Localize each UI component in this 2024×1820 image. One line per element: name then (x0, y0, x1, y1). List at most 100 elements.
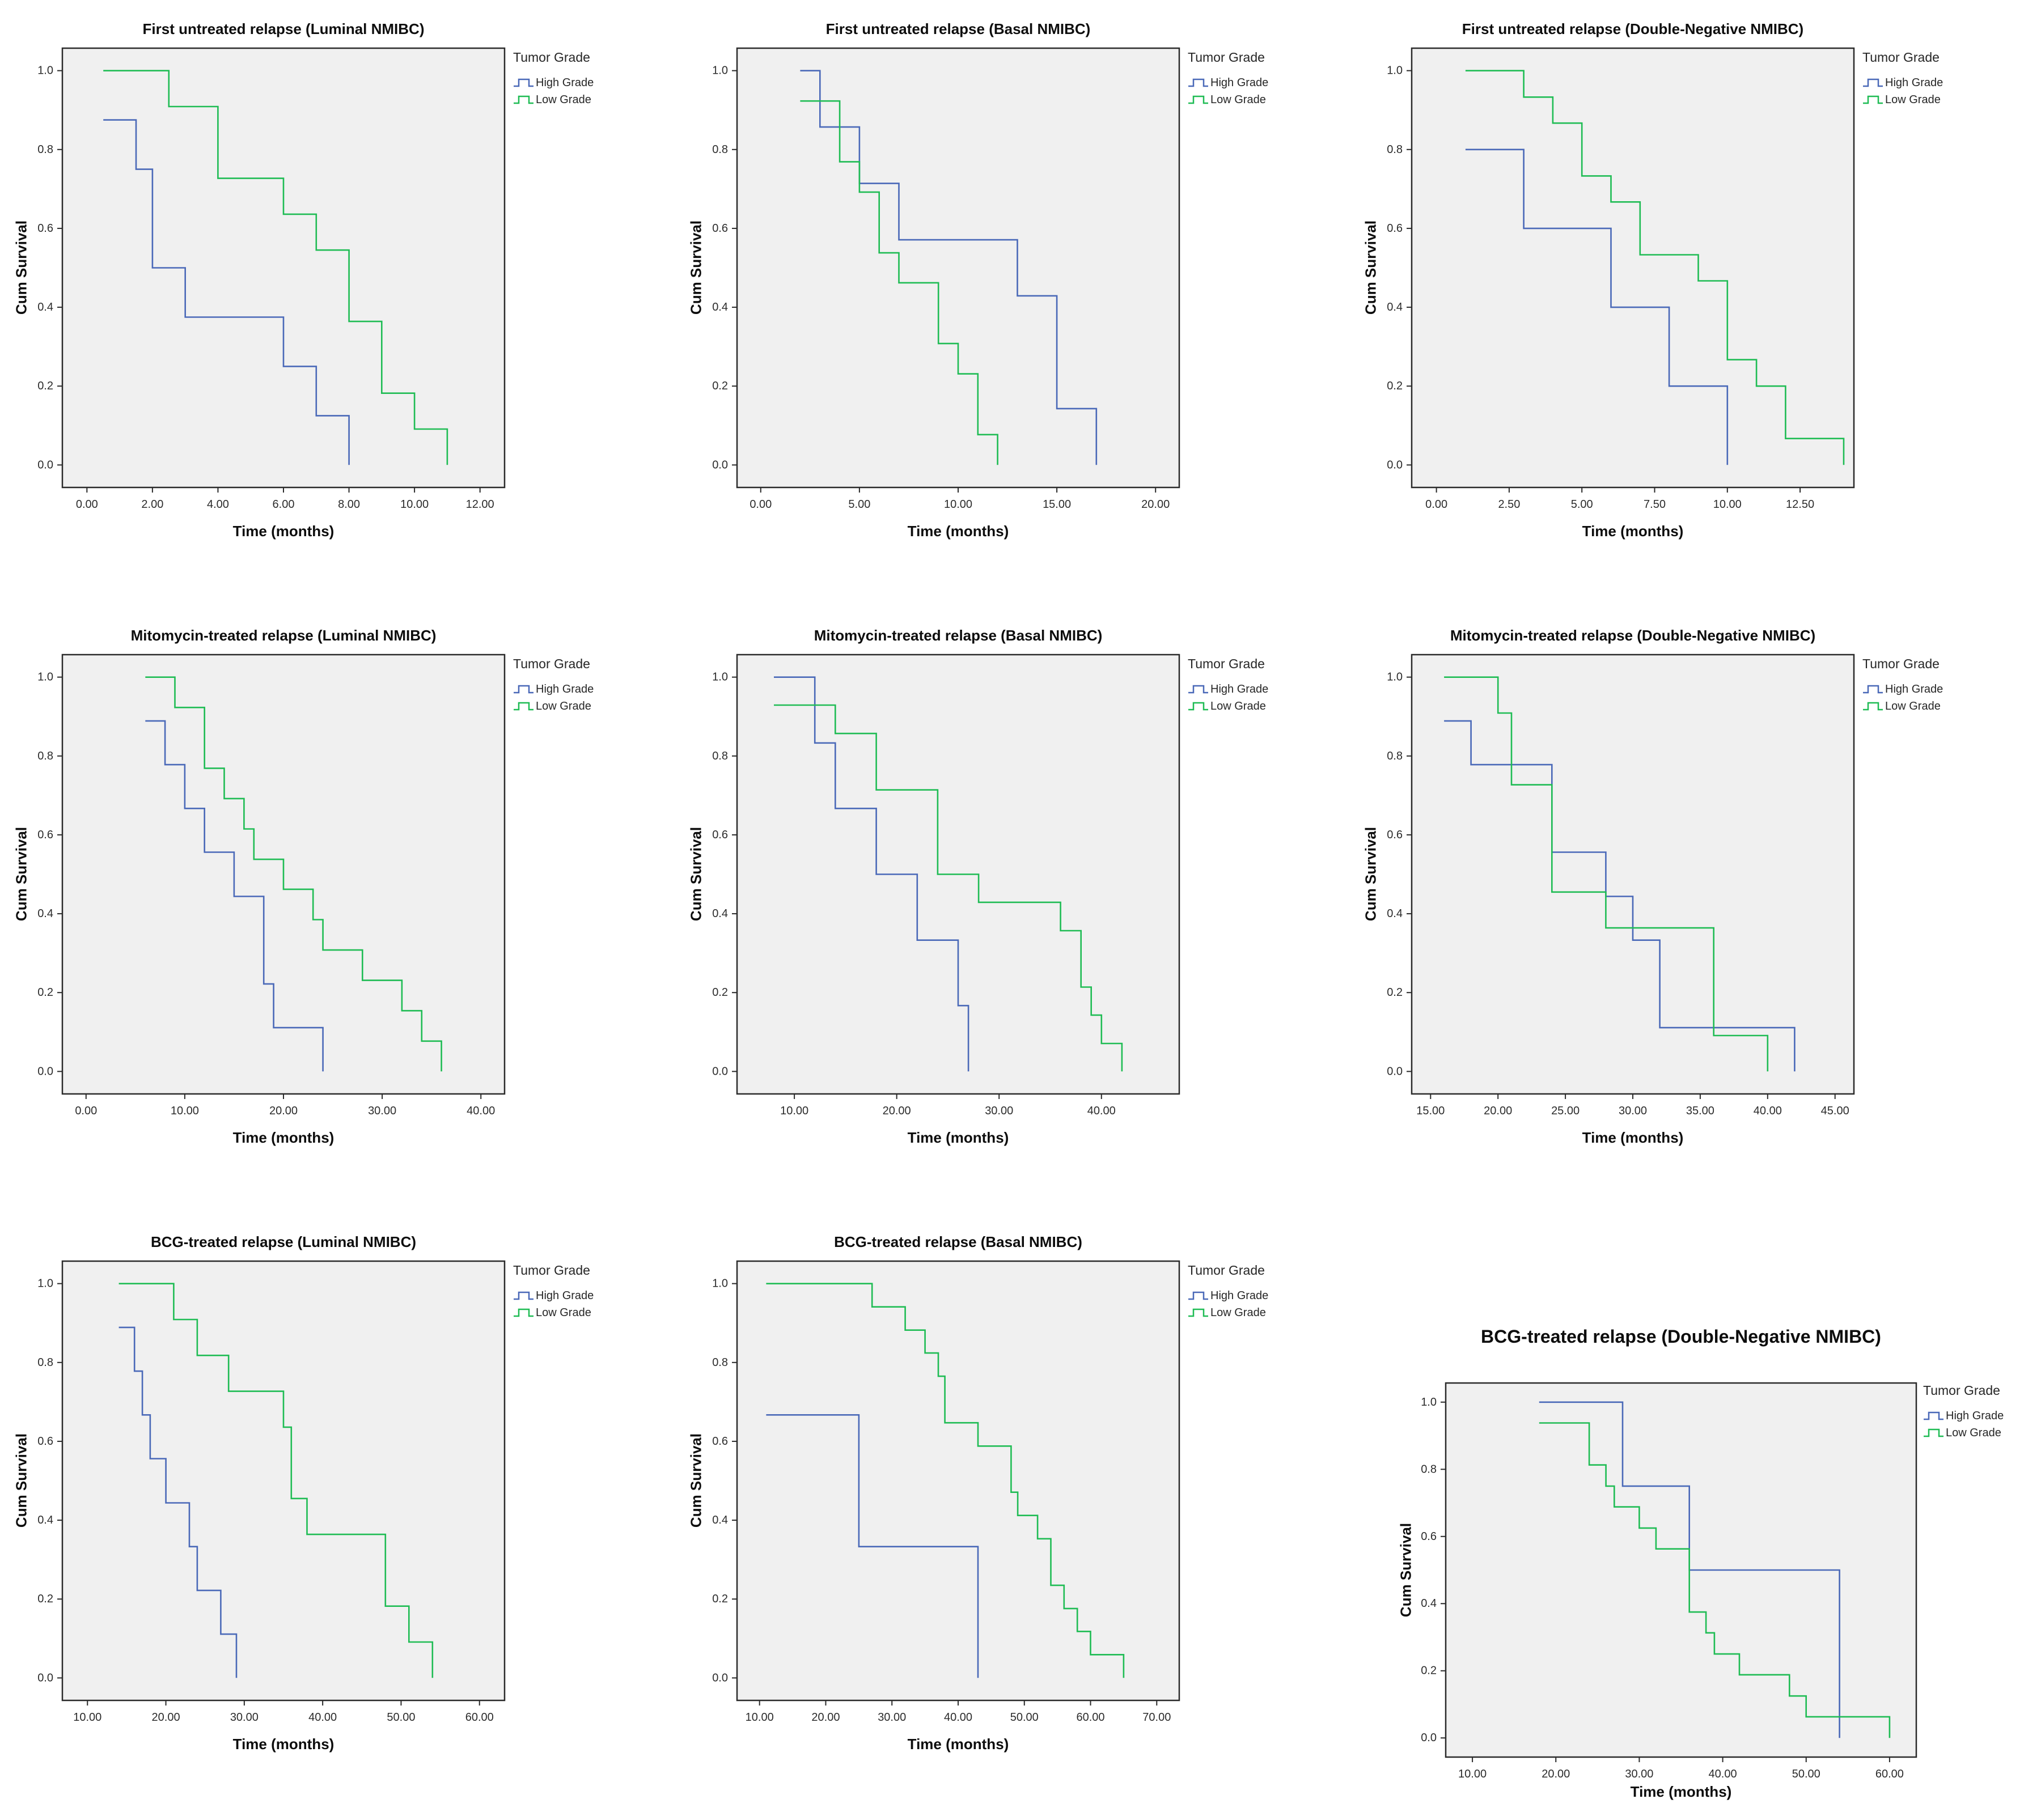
legend: Tumor Grade High Grade Low Grade (1862, 50, 1943, 108)
high-grade-line-icon (1863, 685, 1883, 694)
legend-label: High Grade (1885, 76, 1943, 89)
y-tick-label: 1.0 (1421, 1396, 1437, 1409)
y-tick-label: 0.4 (37, 907, 53, 920)
legend-label: Low Grade (1946, 1426, 2001, 1439)
plot-border (1445, 1382, 1917, 1758)
legend-label: High Grade (536, 1289, 594, 1302)
x-tick-label: 5.00 (848, 498, 870, 511)
x-tick-label: 12.00 (466, 498, 494, 511)
x-tick-label: 60.00 (465, 1711, 494, 1724)
y-tick-label: 0.6 (1387, 829, 1403, 841)
legend: Tumor Grade High Grade Low Grade (1188, 1263, 1268, 1321)
low-grade-line-icon (1188, 95, 1208, 104)
survival-chart-first-untreated-luminal: 0.0 0.2 0.4 0.6 0.8 1.0 0.00 2.00 4.00 6.00 8.00 10… (0, 0, 675, 606)
x-tick-label: 6.00 (273, 498, 295, 511)
x-tick-label: 15.00 (1043, 498, 1071, 511)
low-grade-line-icon (514, 702, 533, 711)
y-tick-label: 0.2 (37, 380, 53, 392)
legend-label: Low Grade (1210, 1306, 1266, 1319)
x-tick-label: 2.00 (141, 498, 163, 511)
x-tick-label: 5.00 (1571, 498, 1593, 511)
plot-area (62, 48, 505, 487)
y-tick-label: 0.2 (1421, 1665, 1437, 1677)
low-grade-curve (774, 704, 1123, 1072)
x-tick-label: 20.00 (1484, 1105, 1512, 1117)
x-tick-label: 60.00 (1875, 1768, 1904, 1780)
x-tick-label: 40.00 (1087, 1105, 1116, 1117)
survival-chart-mitomycin-basal: 0.0 0.2 0.4 0.6 0.8 1.0 10.00 20.00 30.00 40.00 M… (675, 606, 1349, 1213)
legend-entry-high-grade: High Grade (1188, 74, 1268, 91)
high-grade-line-icon (1188, 78, 1208, 87)
x-tick-label: 30.00 (1625, 1768, 1653, 1780)
legend-title: Tumor Grade (1188, 1263, 1265, 1278)
plot-border (736, 654, 1180, 1095)
y-tick-label: 0.6 (37, 829, 53, 841)
y-tick-label: 1.0 (37, 671, 53, 684)
y-tick-label: 0.8 (37, 143, 53, 156)
legend-label: Low Grade (536, 699, 591, 712)
legend-entry-low-grade: Low Grade (513, 1304, 594, 1321)
chart-title: Mitomycin-treated relapse (Double-Negati… (1450, 627, 1816, 644)
x-axis-title: Time (months) (232, 523, 334, 540)
high-grade-curve (1539, 1401, 1840, 1738)
legend: Tumor Grade High Grade Low Grade (513, 50, 594, 108)
x-tick-label: 10.00 (944, 498, 972, 511)
legend: Tumor Grade High Grade Low Grade (1923, 1383, 2004, 1441)
y-tick-label: 0.6 (37, 222, 53, 235)
y-tick-label: 0.4 (712, 301, 728, 313)
low-grade-curve (1465, 70, 1845, 465)
low-grade-line-icon (514, 1308, 533, 1317)
chart-title: BCG-treated relapse (Basal NMIBC) (834, 1233, 1082, 1250)
survival-chart-bcg-basal: 0.0 0.2 0.4 0.6 0.8 1.0 10.00 20.00 30.00 40.00 50… (675, 1213, 1349, 1819)
legend-label: High Grade (1210, 682, 1269, 695)
plot-border (61, 1260, 506, 1702)
y-tick-label: 1.0 (712, 1278, 728, 1290)
x-tick-label: 40.00 (467, 1105, 495, 1117)
y-tick-label: 0.4 (37, 1514, 53, 1526)
y-axis-title: Cum Survival (12, 826, 30, 922)
x-tick-label: 30.00 (878, 1711, 906, 1724)
legend-entry-low-grade: Low Grade (1862, 698, 1943, 715)
low-grade-curve (1444, 676, 1769, 1072)
legend-label: High Grade (1946, 1409, 2004, 1422)
legend-title: Tumor Grade (1862, 50, 1940, 65)
legend-label: Low Grade (536, 1306, 591, 1319)
legend-entry-high-grade: High Grade (1923, 1407, 2004, 1424)
high-grade-line-icon (1863, 78, 1883, 87)
plot-canvas: 0.0 0.2 0.4 0.6 0.8 1.0 0.00 2.50 5.00 7.50 10.00 1… (1387, 47, 1855, 511)
legend-entry-low-grade: Low Grade (1188, 1304, 1268, 1321)
x-tick-label: 20.00 (1542, 1768, 1570, 1780)
legend-label: High Grade (1885, 682, 1943, 695)
plot-border (1411, 47, 1855, 489)
y-tick-label: 0.8 (1387, 750, 1403, 762)
plot-area (1412, 655, 1854, 1094)
low-grade-curve (800, 100, 998, 465)
x-axis-title: Time (months) (1630, 1783, 1732, 1800)
plot-canvas: 0.0 0.2 0.4 0.6 0.8 1.0 15.00 20.00 25.00 30.00 35… (1387, 654, 1855, 1117)
y-tick-label: 0.2 (37, 1593, 53, 1605)
high-grade-line-icon (514, 1291, 533, 1300)
x-tick-label: 0.00 (750, 498, 772, 511)
chart-title: Mitomycin-treated relapse (Luminal NMIBC… (130, 627, 437, 644)
y-tick-label: 0.8 (37, 1356, 53, 1369)
plot-area (62, 1261, 505, 1700)
x-tick-label: 15.00 (1416, 1105, 1445, 1117)
low-grade-curve (118, 1283, 434, 1678)
x-tick-label: 10.00 (73, 1711, 101, 1724)
x-tick-label: 30.00 (368, 1105, 396, 1117)
low-grade-line-icon (1863, 95, 1883, 104)
x-tick-label: 30.00 (1619, 1105, 1647, 1117)
legend-title: Tumor Grade (513, 1263, 590, 1278)
low-grade-curve (1539, 1422, 1891, 1738)
x-tick-label: 40.00 (1709, 1768, 1737, 1780)
x-tick-label: 10.00 (780, 1105, 808, 1117)
x-tick-label: 30.00 (985, 1105, 1013, 1117)
legend-entry-low-grade: Low Grade (1923, 1424, 2004, 1441)
x-tick-label: 0.00 (1425, 498, 1447, 511)
y-tick-label: 1.0 (1387, 65, 1403, 77)
x-tick-label: 20.00 (1141, 498, 1170, 511)
x-tick-label: 2.50 (1498, 498, 1520, 511)
x-tick-label: 50.00 (387, 1711, 415, 1724)
y-tick-label: 0.0 (37, 1065, 53, 1077)
legend: Tumor Grade High Grade Low Grade (513, 1263, 594, 1321)
